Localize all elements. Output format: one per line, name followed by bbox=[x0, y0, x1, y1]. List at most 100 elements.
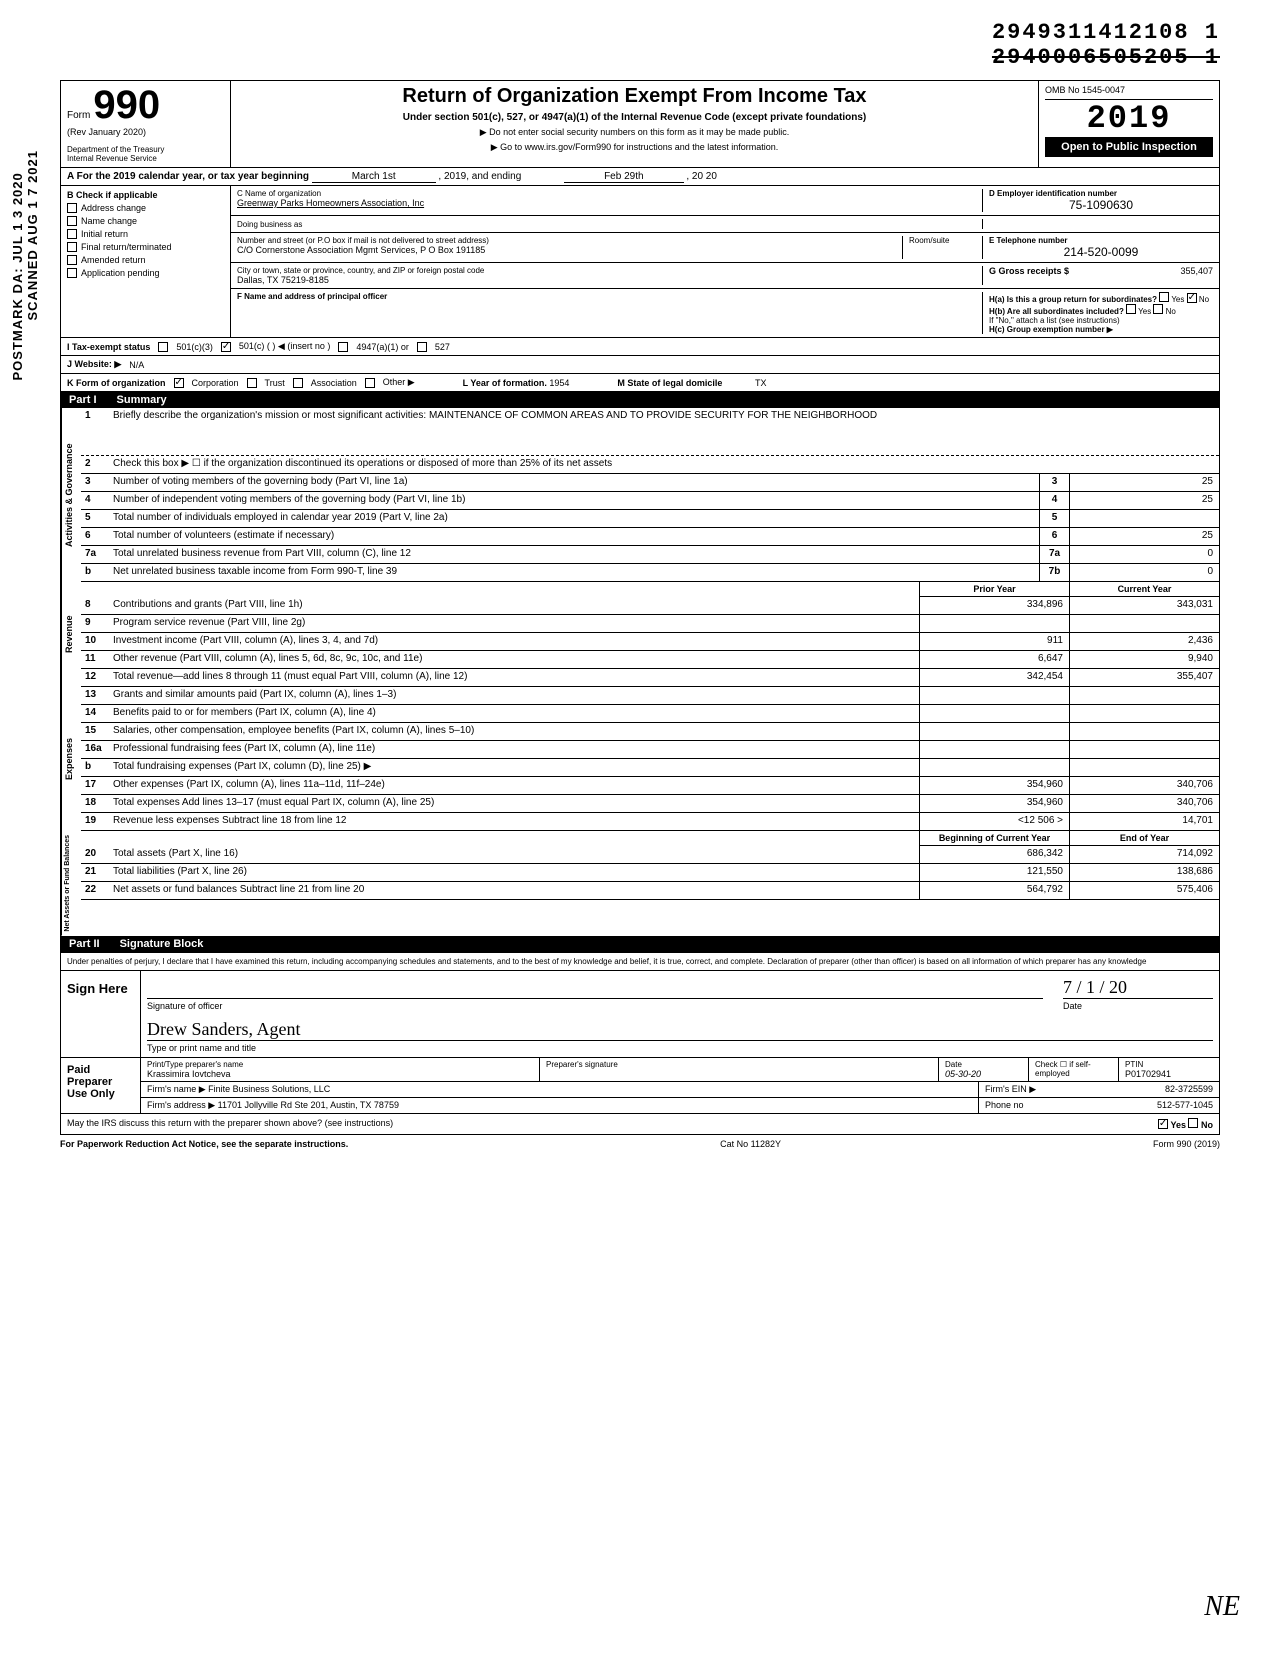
col-b-header: B Check if applicable bbox=[67, 190, 158, 200]
open-public: Open to Public Inspection bbox=[1045, 137, 1213, 157]
check-application-pending[interactable]: Application pending bbox=[67, 268, 224, 278]
begin-year-label: Beginning of Current Year bbox=[919, 831, 1069, 846]
checkbox-icon[interactable] bbox=[67, 229, 77, 239]
checkbox-icon[interactable] bbox=[247, 378, 257, 388]
summary-line: 14Benefits paid to or for members (Part … bbox=[81, 705, 1219, 723]
summary-line: 6Total number of volunteers (estimate if… bbox=[81, 528, 1219, 546]
omb-number: OMB No 1545-0047 bbox=[1045, 85, 1213, 100]
ptin-label: PTIN bbox=[1125, 1060, 1213, 1069]
summary-line: 10Investment income (Part VIII, column (… bbox=[81, 633, 1219, 651]
checkbox-icon[interactable] bbox=[67, 268, 77, 278]
side-stamps: POSTMARK DA: JUL 1 3 2020 SCANNED AUG 1 … bbox=[10, 150, 40, 381]
gross-value: 355,407 bbox=[1180, 266, 1213, 276]
section-bc: B Check if applicable Address change Nam… bbox=[61, 186, 1219, 338]
checkbox-icon[interactable] bbox=[365, 378, 375, 388]
summary-line: 9Program service revenue (Part VIII, lin… bbox=[81, 615, 1219, 633]
summary-line: 19Revenue less expenses Subtract line 18… bbox=[81, 813, 1219, 831]
instruction-web: ▶ Go to www.irs.gov/Form990 for instruct… bbox=[239, 142, 1030, 153]
form-number-box: Form 990 (Rev January 2020) Department o… bbox=[61, 81, 231, 167]
j-value: N/A bbox=[129, 360, 144, 370]
checkbox-icon[interactable] bbox=[174, 378, 184, 388]
summary-line: 4Number of independent voting members of… bbox=[81, 492, 1219, 510]
part-2-title: Signature Block bbox=[120, 938, 204, 950]
checkbox-icon[interactable] bbox=[338, 342, 348, 352]
page-footer: For Paperwork Reduction Act Notice, see … bbox=[60, 1139, 1220, 1149]
paid-preparer-section: Paid Preparer Use Only Print/Type prepar… bbox=[61, 1057, 1219, 1113]
printed-name-line[interactable]: Drew Sanders, Agent bbox=[147, 1017, 1213, 1041]
checkbox-icon[interactable] bbox=[1153, 304, 1163, 314]
checkbox-icon[interactable] bbox=[158, 342, 168, 352]
ptin-value: P01702941 bbox=[1125, 1069, 1213, 1079]
group-return-box: H(a) Is this a group return for subordin… bbox=[983, 292, 1213, 334]
ein-label: D Employer identification number bbox=[989, 189, 1213, 198]
self-employed-check[interactable]: Check ☐ if self-employed bbox=[1029, 1058, 1119, 1081]
mission-text: MAINTENANCE OF COMMON AREAS AND TO PROVI… bbox=[429, 410, 877, 421]
ein-box: D Employer identification number 75-1090… bbox=[983, 189, 1213, 212]
summary-line: 18Total expenses Add lines 13–17 (must e… bbox=[81, 795, 1219, 813]
summary-line: 22Net assets or fund balances Subtract l… bbox=[81, 882, 1219, 900]
j-label: J Website: ▶ bbox=[67, 359, 121, 370]
checkbox-icon[interactable] bbox=[1188, 1118, 1198, 1128]
l-value: 1954 bbox=[549, 378, 569, 388]
sign-date-line[interactable]: 7 / 1 / 20 bbox=[1063, 975, 1213, 999]
city-value: Dallas, TX 75219-8185 bbox=[237, 275, 976, 285]
footer-left: For Paperwork Reduction Act Notice, see … bbox=[60, 1139, 348, 1149]
prep-date-label: Date bbox=[945, 1060, 1022, 1069]
dba-row: Doing business as bbox=[237, 219, 983, 229]
summary-line: 17Other expenses (Part IX, column (A), l… bbox=[81, 777, 1219, 795]
tracking-1: 2949311412108 1 bbox=[60, 20, 1220, 45]
officer-signature-line[interactable] bbox=[147, 975, 1043, 999]
summary-line: bTotal fundraising expenses (Part IX, co… bbox=[81, 759, 1219, 777]
check-name-change[interactable]: Name change bbox=[67, 216, 224, 226]
form-revision: (Rev January 2020) bbox=[67, 127, 224, 137]
checkbox-icon[interactable] bbox=[1187, 293, 1197, 303]
irs-discuss-row: May the IRS discuss this return with the… bbox=[61, 1113, 1219, 1134]
firm-phone: 512-577-1045 bbox=[1157, 1100, 1213, 1110]
checkbox-icon[interactable] bbox=[67, 203, 77, 213]
hc-label: H(c) Group exemption number ▶ bbox=[989, 325, 1113, 334]
part-2-header: Part II Signature Block bbox=[61, 936, 1219, 952]
prep-sig-label: Preparer's signature bbox=[546, 1060, 932, 1069]
org-name-row: C Name of organization Greenway Parks Ho… bbox=[237, 189, 983, 212]
check-amended[interactable]: Amended return bbox=[67, 255, 224, 265]
prep-date: 05-30-20 bbox=[945, 1069, 1022, 1079]
hb-label: H(b) Are all subordinates included? bbox=[989, 307, 1124, 316]
street-label: Number and street (or P.O box if mail is… bbox=[237, 236, 896, 245]
net-assets-section: Net Assets or Fund Balances Beginning of… bbox=[61, 831, 1219, 936]
governance-section: Activities & Governance 1Briefly describ… bbox=[61, 408, 1219, 582]
year-box: OMB No 1545-0047 2019 Open to Public Ins… bbox=[1039, 81, 1219, 167]
summary-line: 13Grants and similar amounts paid (Part … bbox=[81, 687, 1219, 705]
checkbox-icon[interactable] bbox=[67, 255, 77, 265]
net-assets-side-label: Net Assets or Fund Balances bbox=[61, 831, 81, 936]
checkbox-icon[interactable] bbox=[67, 242, 77, 252]
firm-addr: 11701 Jollyville Rd Ste 201, Austin, TX … bbox=[218, 1100, 399, 1110]
website-j: J Website: ▶ N/A bbox=[61, 356, 1219, 374]
check-initial-return[interactable]: Initial return bbox=[67, 229, 224, 239]
check-address-change[interactable]: Address change bbox=[67, 203, 224, 213]
f-label: F Name and address of principal officer bbox=[237, 292, 976, 301]
summary-line: 21Total liabilities (Part X, line 26)121… bbox=[81, 864, 1219, 882]
form-number: 990 bbox=[93, 83, 160, 127]
begin-date: March 1st bbox=[312, 171, 436, 183]
checkbox-icon[interactable] bbox=[1158, 1119, 1168, 1129]
discuss-text: May the IRS discuss this return with the… bbox=[67, 1118, 393, 1130]
firm-ein: 82-3725599 bbox=[1165, 1084, 1213, 1094]
principal-officer: F Name and address of principal officer bbox=[237, 292, 983, 334]
checkbox-icon[interactable] bbox=[1126, 304, 1136, 314]
checkbox-icon[interactable] bbox=[417, 342, 427, 352]
date-label: Date bbox=[1063, 1001, 1213, 1011]
street-value: C/O Cornerstone Association Mgmt Service… bbox=[237, 245, 896, 255]
form-header: Form 990 (Rev January 2020) Department o… bbox=[61, 81, 1219, 168]
room-label: Room/suite bbox=[909, 236, 976, 245]
checkbox-icon[interactable] bbox=[221, 342, 231, 352]
form-subtitle: Under section 501(c), 527, or 4947(a)(1)… bbox=[239, 112, 1030, 123]
street-row: Number and street (or P.O box if mail is… bbox=[237, 236, 903, 259]
col-b-checkboxes: B Check if applicable Address change Nam… bbox=[61, 186, 231, 337]
sign-here-section: Sign Here Signature of officer 7 / 1 / 2… bbox=[61, 970, 1219, 1057]
check-final-return[interactable]: Final return/terminated bbox=[67, 242, 224, 252]
preparer-label: Paid Preparer Use Only bbox=[61, 1058, 141, 1113]
checkbox-icon[interactable] bbox=[1159, 292, 1169, 302]
checkbox-icon[interactable] bbox=[293, 378, 303, 388]
summary-line: 15Salaries, other compensation, employee… bbox=[81, 723, 1219, 741]
checkbox-icon[interactable] bbox=[67, 216, 77, 226]
